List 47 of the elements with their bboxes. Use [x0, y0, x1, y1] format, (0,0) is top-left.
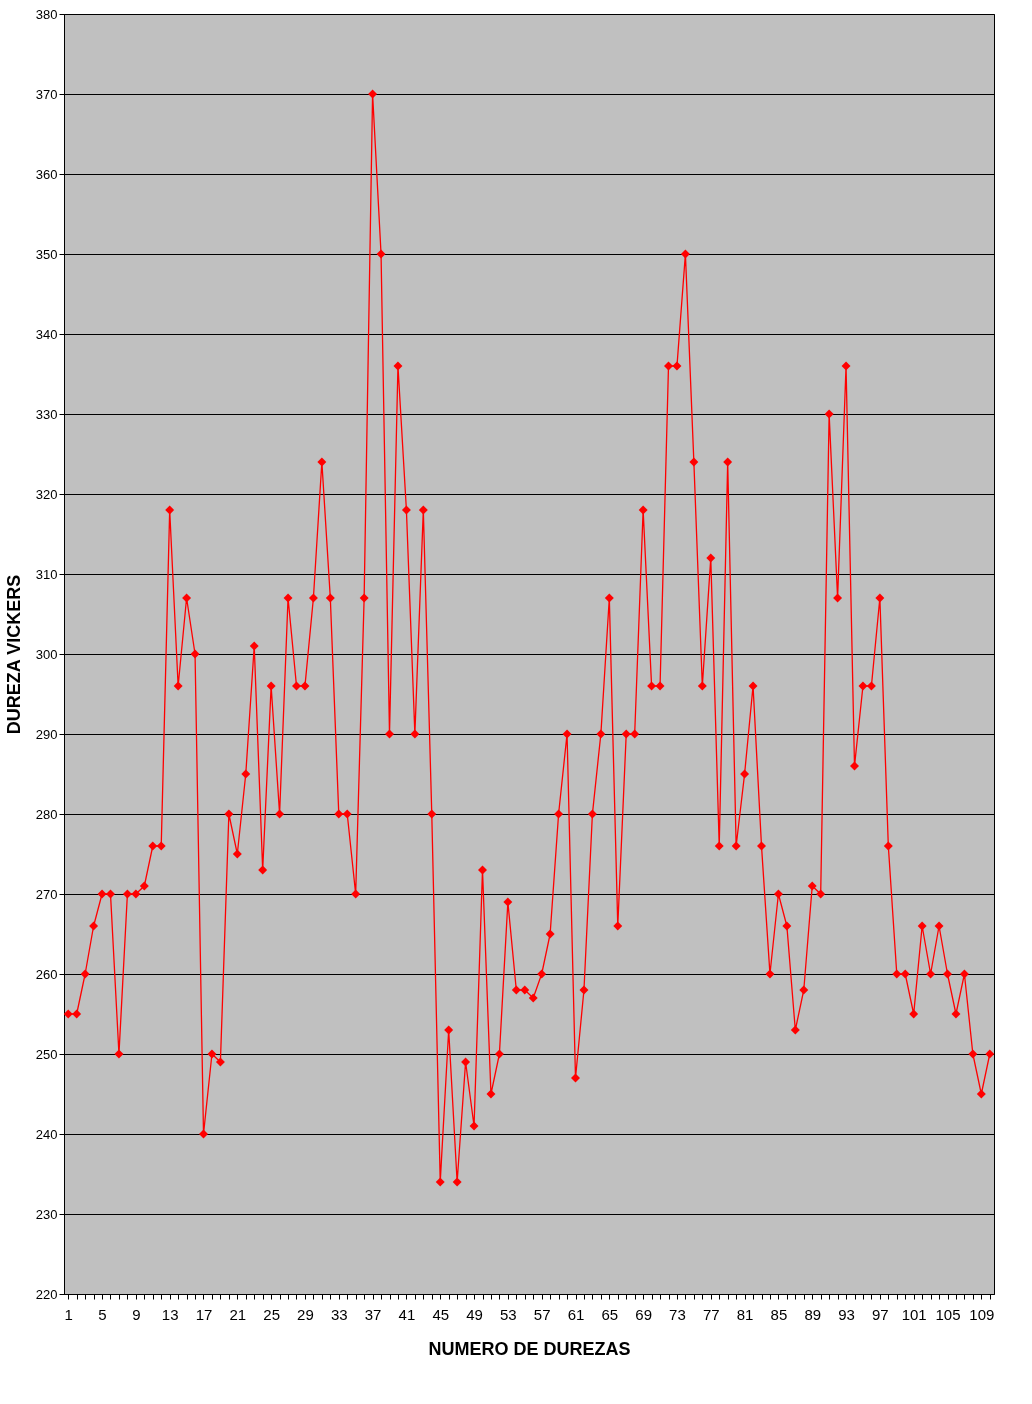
x-tick-label: 1: [64, 1305, 73, 1323]
y-tick-label: 350: [35, 246, 58, 262]
x-tick-label: 93: [838, 1305, 855, 1323]
x-tick-label: 53: [500, 1305, 517, 1323]
y-tick-label: 380: [35, 6, 58, 22]
y-tick-label: 240: [35, 1126, 58, 1142]
y-tick-label: 280: [35, 806, 58, 822]
y-tick-label: 310: [35, 566, 58, 582]
x-tick-label: 33: [330, 1305, 348, 1323]
x-tick-label: 21: [229, 1305, 247, 1323]
x-tick-label: 77: [702, 1305, 720, 1323]
x-tick-label: 17: [195, 1305, 213, 1323]
x-tick-label: 69: [635, 1305, 652, 1323]
x-tick-label: 97: [872, 1305, 889, 1323]
y-tick-label: 250: [35, 1046, 58, 1062]
y-tick-label: 330: [35, 406, 58, 422]
y-tick-label: 260: [35, 966, 58, 982]
y-tick-label: 230: [35, 1206, 58, 1222]
x-tick-label: 49: [466, 1305, 483, 1323]
y-tick-label: 220: [35, 1286, 58, 1302]
x-tick-label: 73: [669, 1305, 686, 1323]
y-tick-label: 270: [35, 886, 58, 902]
x-tick-label: 29: [297, 1305, 314, 1323]
x-tick-label: 13: [161, 1305, 179, 1323]
x-tick-label: 57: [533, 1305, 551, 1323]
x-tick-label: 85: [770, 1305, 788, 1323]
y-tick-label: 370: [35, 86, 58, 102]
x-tick-label: 25: [263, 1305, 280, 1323]
y-tick-label: 320: [35, 486, 58, 502]
x-tick-label: 81: [736, 1305, 754, 1323]
x-tick-label: 5: [98, 1305, 107, 1323]
x-tick-label: 45: [432, 1305, 450, 1323]
x-tick-label: 105: [935, 1305, 961, 1323]
y-axis-title: DUREZA VICKERS: [3, 574, 24, 735]
y-tick-label: 300: [35, 646, 58, 662]
x-tick-label: 37: [364, 1305, 382, 1323]
x-tick-label: 101: [901, 1305, 927, 1323]
x-tick-label: 9: [132, 1305, 141, 1323]
x-tick-label: 41: [398, 1305, 416, 1323]
y-tick-label: 360: [35, 166, 58, 182]
x-tick-label: 61: [567, 1305, 585, 1323]
y-tick-label: 290: [35, 726, 58, 742]
x-tick-label: 109: [969, 1305, 995, 1323]
x-tick-label: 65: [601, 1305, 619, 1323]
x-tick-label: 89: [804, 1305, 822, 1323]
x-axis-title: NUMERO DE DUREZAS: [428, 1338, 631, 1359]
y-tick-label: 340: [35, 326, 58, 342]
